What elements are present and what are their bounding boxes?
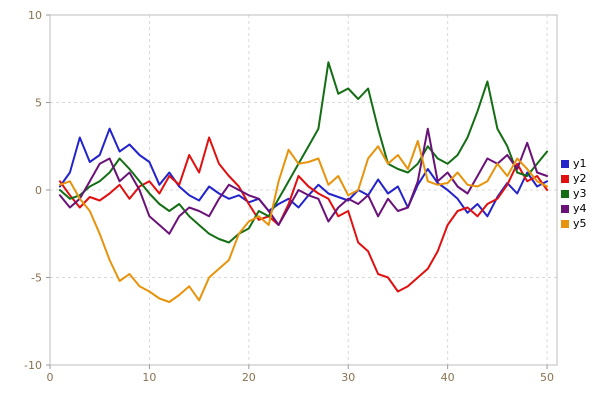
legend-swatch-icon xyxy=(561,175,569,183)
legend-label: y2 xyxy=(573,172,587,185)
legend-label: y3 xyxy=(573,187,587,200)
y-tick-label: -5 xyxy=(31,272,42,285)
y-tick-label: 0 xyxy=(35,184,42,197)
legend-item-y1: y1 xyxy=(561,158,587,170)
legend: y1 y2 y3 y4 y5 xyxy=(561,158,587,230)
x-tick-label: 50 xyxy=(540,371,554,384)
legend-swatch-icon xyxy=(561,190,569,198)
legend-item-y3: y3 xyxy=(561,188,587,200)
legend-item-y2: y2 xyxy=(561,173,587,185)
tick-layer: 0 10 20 30 40 50 -10 -5 0 5 10 xyxy=(24,9,554,384)
y-tick-label: 10 xyxy=(28,9,42,22)
legend-item-y5: y5 xyxy=(561,218,587,230)
x-tick-label: 40 xyxy=(441,371,455,384)
legend-swatch-icon xyxy=(561,220,569,228)
legend-swatch-icon xyxy=(561,160,569,168)
legend-label: y1 xyxy=(573,157,587,170)
x-tick-label: 0 xyxy=(47,371,54,384)
x-tick-label: 10 xyxy=(142,371,156,384)
x-tick-label: 30 xyxy=(341,371,355,384)
legend-label: y5 xyxy=(573,217,587,230)
series-line-y4 xyxy=(58,127,549,235)
x-tick-label: 20 xyxy=(242,371,256,384)
series-line-y1 xyxy=(58,127,549,218)
series-layer xyxy=(58,61,549,303)
legend-item-y4: y4 xyxy=(561,203,587,215)
legend-swatch-icon xyxy=(561,205,569,213)
y-tick-label: -10 xyxy=(24,359,42,372)
y-tick-label: 5 xyxy=(35,97,42,110)
legend-label: y4 xyxy=(573,202,587,215)
series-line-y2 xyxy=(58,136,549,293)
grid-layer xyxy=(49,14,557,366)
series-line-y5 xyxy=(58,140,549,303)
series-line-y3 xyxy=(58,61,549,244)
